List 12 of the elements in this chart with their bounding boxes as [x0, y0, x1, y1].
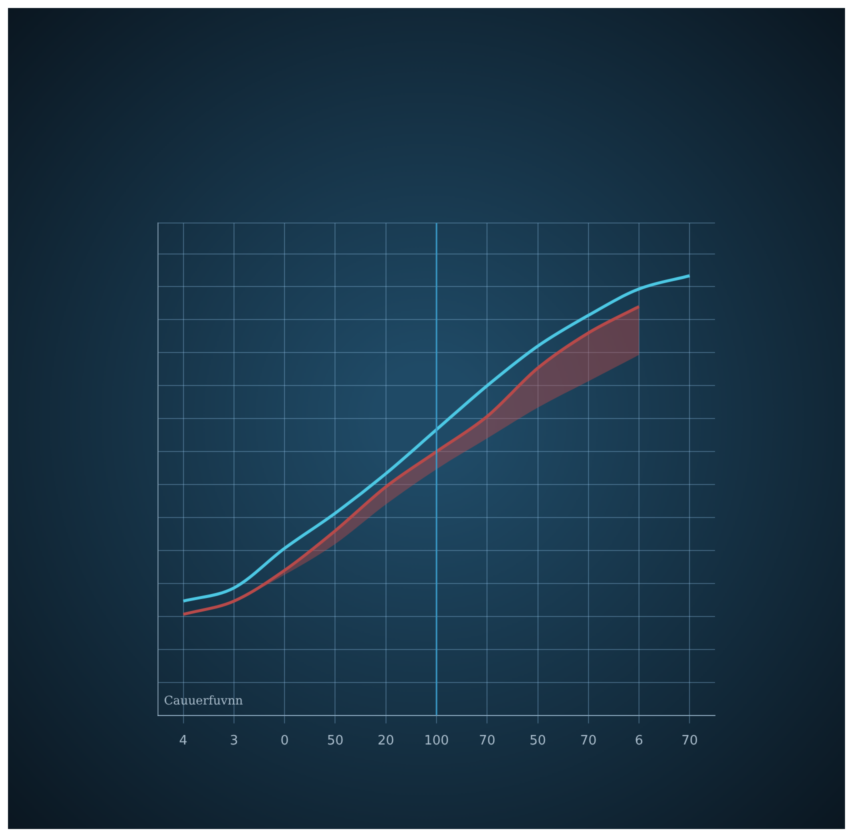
- annotation: Cauuerfuvnn: [164, 694, 244, 708]
- x-tick-label: 50: [530, 734, 546, 749]
- x-tick-label: 100: [424, 734, 449, 749]
- x-tick-label: 50: [326, 734, 344, 749]
- x-tick-label: 4: [179, 734, 188, 749]
- x-tick-label: 70: [681, 734, 698, 749]
- x-tick-label: 0: [280, 734, 289, 749]
- x-tick-label: 6: [634, 734, 644, 749]
- x-tick-label: 70: [580, 734, 597, 749]
- x-tick-label: 70: [478, 734, 496, 749]
- x-tick-label: 3: [230, 734, 238, 749]
- x-tick-label: 20: [378, 734, 394, 749]
